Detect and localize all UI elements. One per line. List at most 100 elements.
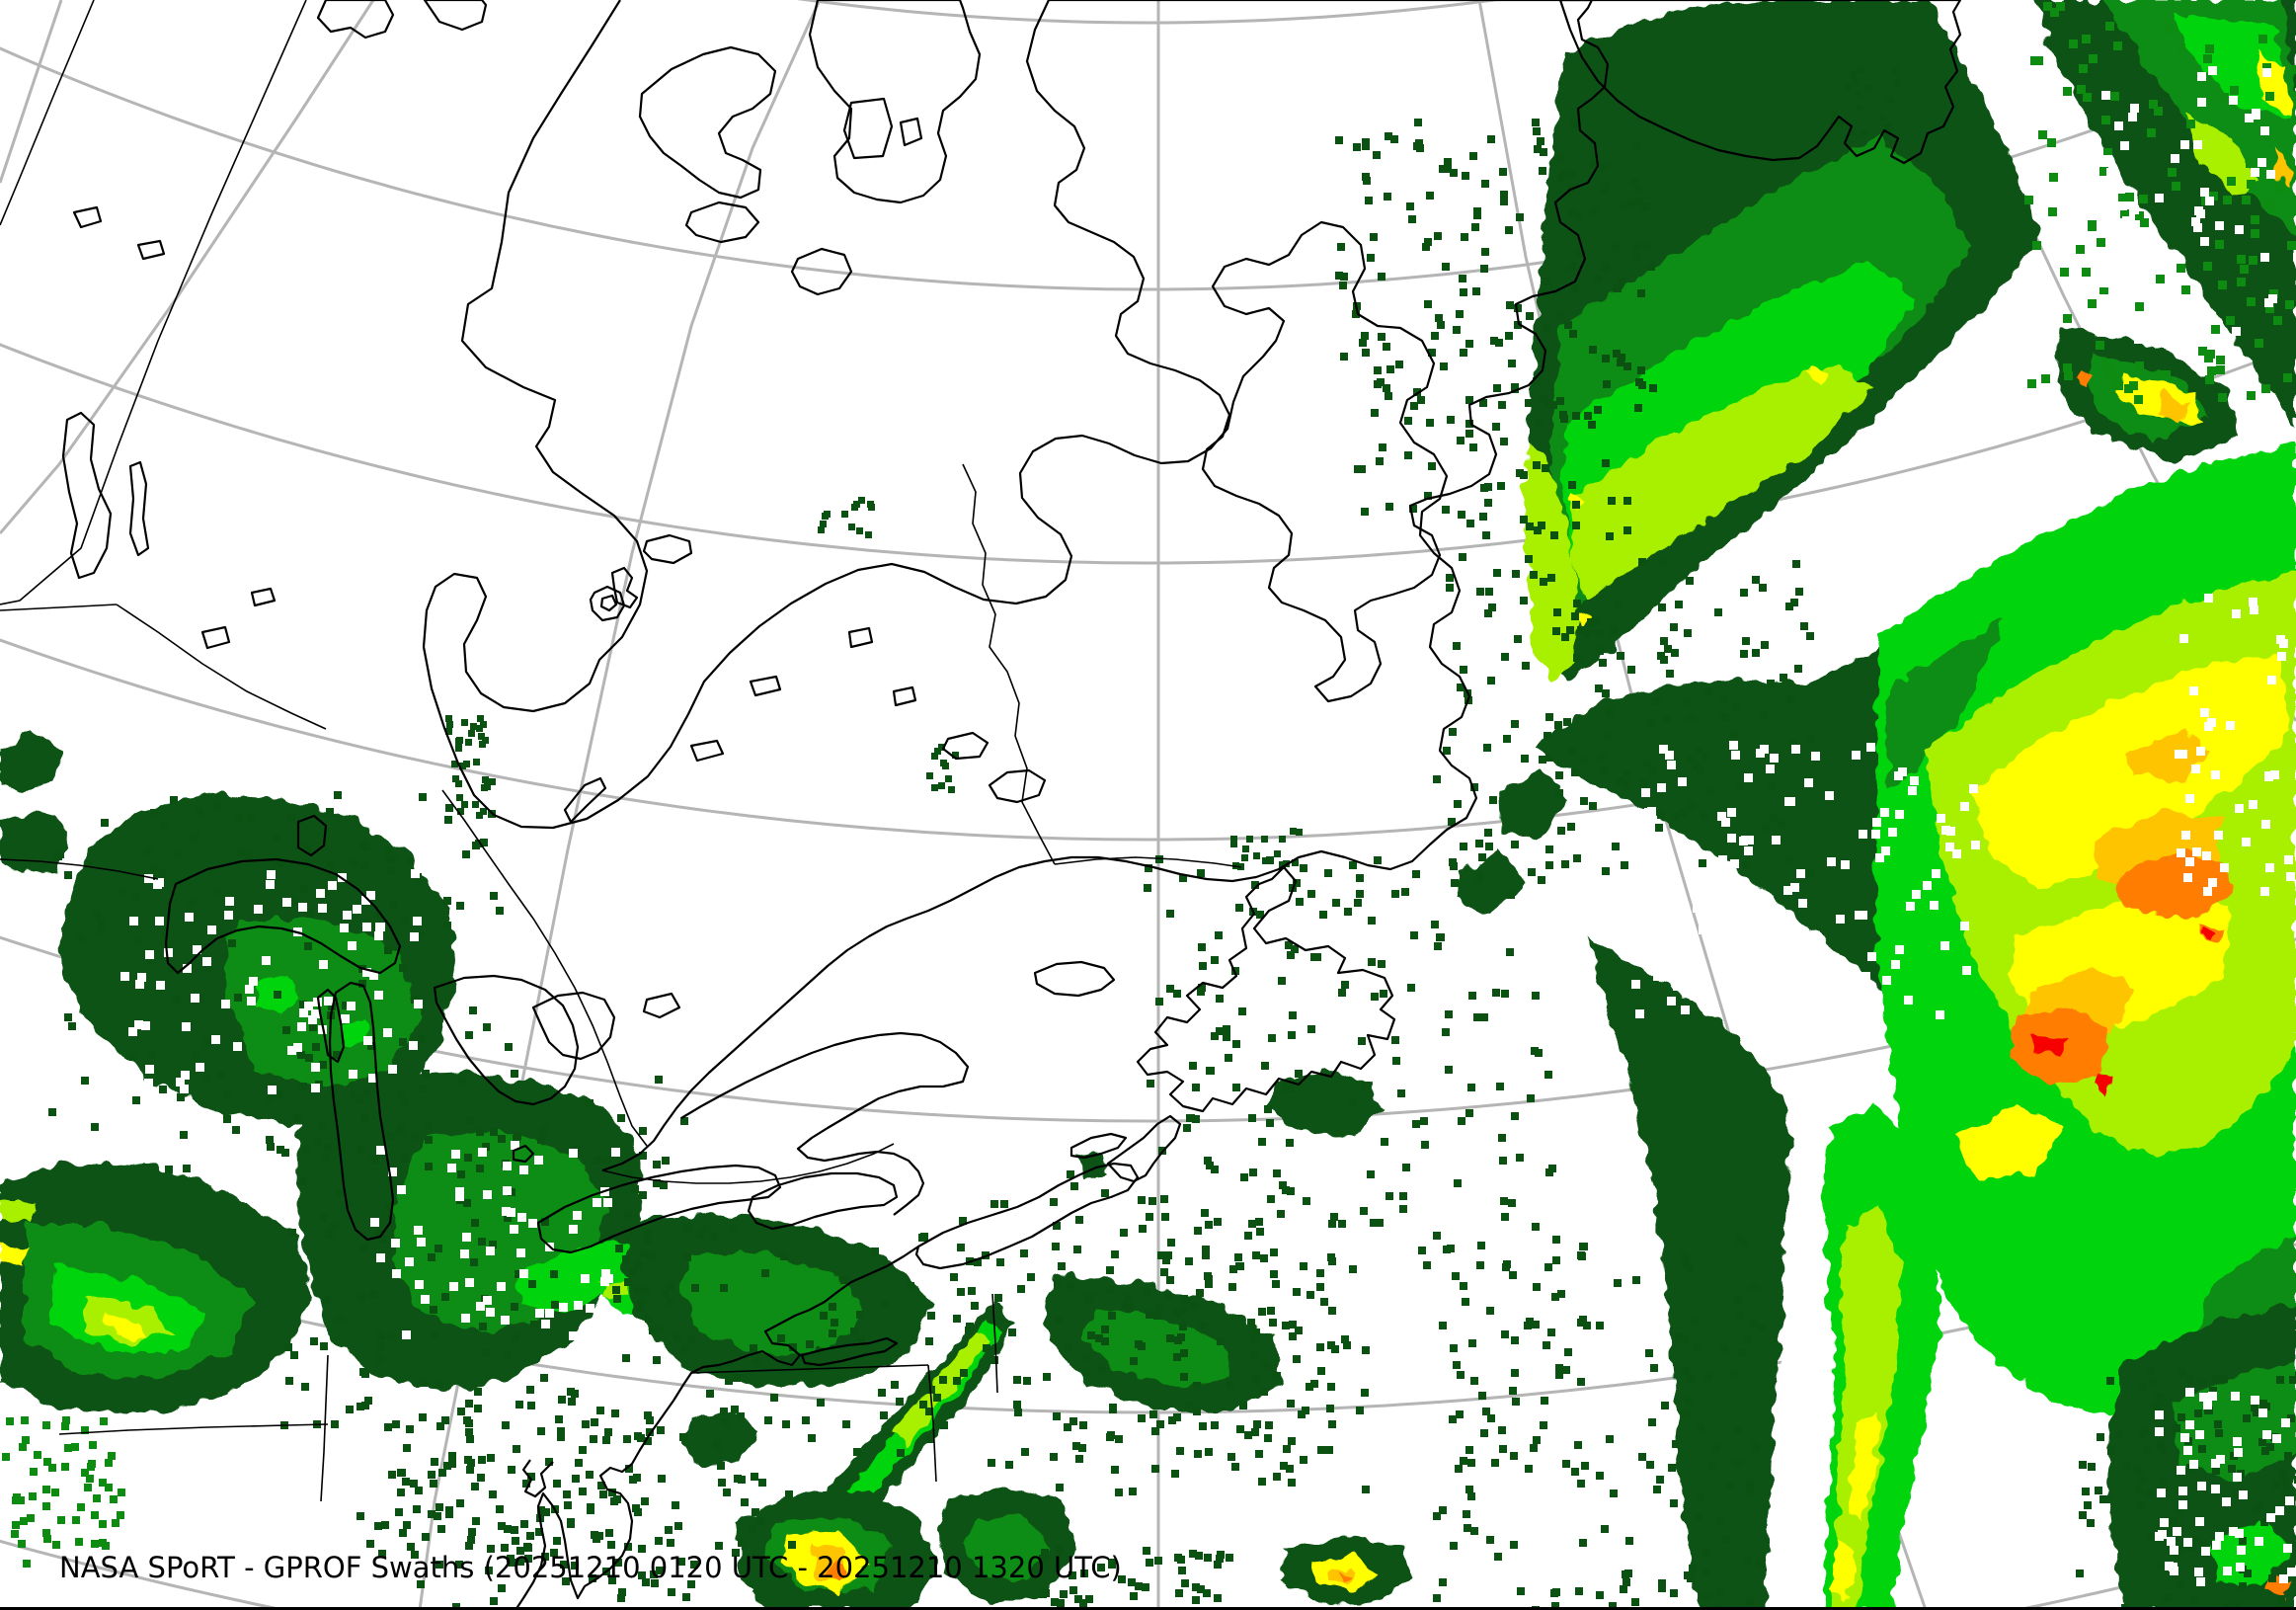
coast-long-island bbox=[800, 1336, 899, 1367]
lake-superior bbox=[164, 857, 402, 975]
speck-davisstrait bbox=[1335, 119, 1657, 540]
meridian-2 bbox=[418, 0, 822, 1610]
speck-bottomleft-corner bbox=[2, 1416, 125, 1568]
core-red1 bbox=[2032, 1035, 2066, 1057]
border-state-pa-ny bbox=[690, 1364, 929, 1374]
lake-que4 bbox=[892, 685, 917, 707]
lake-small-nw2 bbox=[136, 239, 166, 261]
lake-erie bbox=[536, 1164, 782, 1254]
lake-manicouagan-inner bbox=[599, 594, 618, 612]
border-ontario-nw bbox=[116, 604, 327, 730]
mass-atlantic-flank-dark bbox=[1590, 938, 1797, 1610]
coastline-layer bbox=[61, 0, 1962, 1610]
hole-corner-ne bbox=[2095, 66, 2277, 344]
coast-cape-breton bbox=[1106, 1114, 1182, 1183]
lake-stclair bbox=[512, 1144, 535, 1164]
lake-que3 bbox=[847, 626, 874, 649]
core-gold3 bbox=[2123, 731, 2212, 780]
coast-pei bbox=[1069, 1132, 1128, 1160]
border-state-mi-oh bbox=[320, 1354, 329, 1502]
core-yellow1 bbox=[1970, 652, 2291, 889]
newengland-med bbox=[1084, 1309, 1229, 1388]
core-yellow3 bbox=[1955, 1106, 2064, 1180]
blob-offnfld-dark bbox=[1269, 1072, 1383, 1136]
coast-us-east bbox=[515, 1246, 919, 1610]
lake-stjean bbox=[642, 992, 681, 1019]
lake-ontario bbox=[747, 1171, 899, 1231]
hole-lowermi bbox=[370, 1141, 620, 1342]
illinois-edge-chartreuse bbox=[0, 1197, 36, 1224]
lake-que1 bbox=[689, 739, 725, 763]
border-state-vt bbox=[991, 1293, 998, 1394]
lake-small-nw1 bbox=[72, 205, 103, 229]
border-manitoba-h bbox=[0, 604, 118, 611]
lake-winnipegosis bbox=[128, 460, 150, 557]
blob-bottom-e-gold bbox=[1328, 1569, 1355, 1586]
island-southampton bbox=[638, 45, 777, 200]
speck-south-gulf bbox=[988, 1166, 1370, 1496]
speck-bottom-mid bbox=[1039, 1546, 1233, 1610]
coast-anticosti bbox=[1033, 960, 1116, 998]
lake-greenbay bbox=[316, 988, 346, 1064]
island-belcher bbox=[610, 566, 639, 609]
speck-tail-left bbox=[1433, 1236, 1765, 1610]
coast-chesapeake-west bbox=[521, 1459, 554, 1498]
map-title: NASA SPoRT - GPROF Swaths (20251210 0120… bbox=[59, 1551, 1122, 1584]
coast-nova-scotia bbox=[914, 1162, 1140, 1270]
bottomcenter2-med bbox=[963, 1516, 1049, 1580]
speck-labcoast bbox=[1230, 828, 1303, 870]
speck-newengland bbox=[1008, 1249, 1336, 1464]
core-red2 bbox=[2094, 1072, 2111, 1093]
mass-atlantic-dark-lobe2 bbox=[1457, 849, 1526, 914]
border-ontario-quebec bbox=[441, 789, 648, 1147]
island-coats bbox=[684, 201, 760, 244]
island-mansel bbox=[790, 247, 853, 296]
coast-newfoundland bbox=[1136, 865, 1396, 1113]
lake-nipigon bbox=[296, 814, 328, 857]
corner-ne-chartreuse bbox=[2187, 114, 2256, 198]
bottom-frame-line bbox=[0, 1607, 2296, 1610]
coast-hudson-bay bbox=[422, 0, 1478, 1172]
hole-mass-atlantic bbox=[1630, 741, 1980, 1019]
lake-georgian-bay bbox=[531, 991, 616, 1061]
blob-bottom-e-orange bbox=[1339, 1572, 1351, 1585]
lake-mistassini bbox=[563, 776, 607, 824]
penn-med bbox=[679, 1252, 864, 1355]
border-nunavut-diag1 bbox=[0, 0, 95, 226]
speck-quebec-mid bbox=[926, 744, 959, 793]
speck-labsea-mid bbox=[1433, 553, 1814, 878]
lake-winnipeg-east bbox=[61, 411, 113, 580]
lowermi-bright bbox=[514, 1240, 647, 1314]
speck-hudsonstrait bbox=[818, 497, 875, 538]
lake-nettilling bbox=[899, 117, 923, 147]
speck-ohio bbox=[280, 1070, 699, 1443]
mass-atlantic-dark-lobe1 bbox=[1501, 770, 1570, 840]
speck-corner-ne-mix bbox=[2024, 2, 2296, 404]
island-akimiski bbox=[642, 533, 693, 565]
illinois-yellow2 bbox=[0, 1243, 26, 1265]
lake-small-nw3 bbox=[200, 625, 231, 650]
lake-amadjuak bbox=[842, 97, 894, 160]
island-baffin bbox=[1025, 0, 1610, 703]
core-red3 bbox=[2200, 926, 2216, 941]
patch-midright-orange bbox=[2076, 367, 2096, 387]
band-labradorsea-chartreuse bbox=[1570, 365, 1871, 603]
illinois-yellow1 bbox=[107, 1314, 145, 1340]
border-labrador-north bbox=[962, 463, 1056, 865]
parallel-0 bbox=[796, 0, 1505, 25]
band-yellow-speck2 bbox=[1575, 612, 1592, 628]
coast-greenland bbox=[1558, 0, 1962, 165]
lake-smallwood bbox=[941, 731, 990, 761]
peninsula-melville bbox=[808, 0, 982, 204]
island-devon2 bbox=[423, 0, 488, 32]
bottomcenter-orange bbox=[828, 1561, 847, 1581]
parallel-2 bbox=[0, 343, 2296, 565]
border-quebec-labrador bbox=[1054, 856, 1242, 868]
wisc-edge2-dark bbox=[0, 810, 69, 874]
wisc-edge-dark bbox=[0, 731, 61, 792]
meridian-1 bbox=[0, 0, 375, 534]
patch-midright-gold bbox=[2159, 393, 2190, 425]
island-devon1 bbox=[316, 0, 395, 40]
